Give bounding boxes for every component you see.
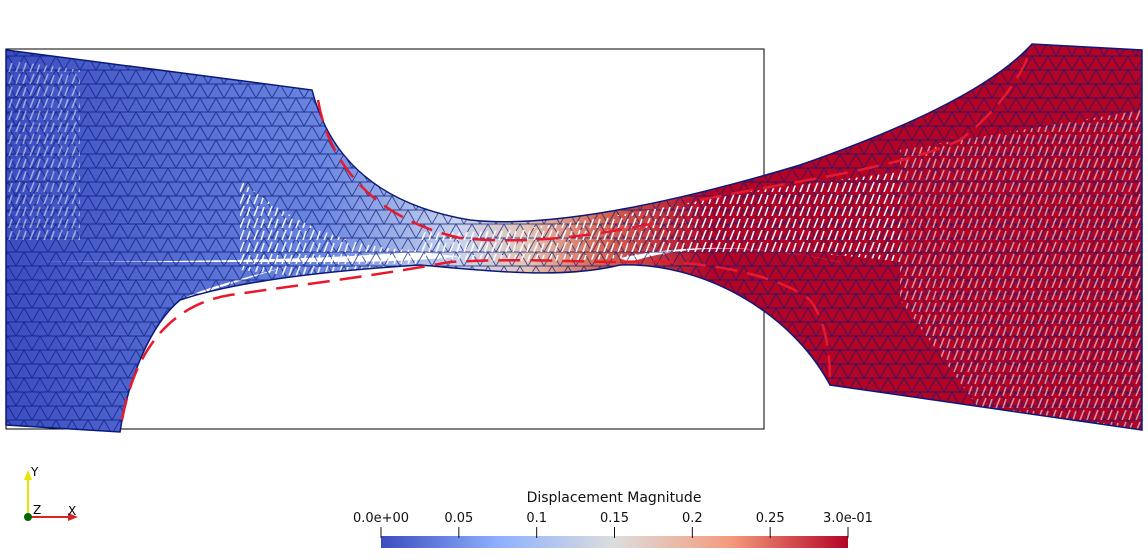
interface-lines (120, 49, 1032, 421)
crack-zone-right (900, 110, 1142, 430)
y-axis-label: Y (30, 465, 39, 479)
interface-upper-right (699, 49, 1032, 202)
x-axis-label: X (68, 504, 76, 518)
deformed-mesh[interactable] (5, 43, 1143, 433)
colorbar-tick-label: 0.2 (682, 511, 703, 526)
deformed-outline (5, 43, 1143, 433)
interface-upper-left (316, 99, 661, 242)
z-axis-dot (24, 513, 32, 521)
colorbar-title: Displacement Magnitude (527, 490, 702, 506)
colorbar-tick-label: 3.0e-01 (823, 511, 873, 526)
colorbar-tick-label: 0.25 (756, 511, 785, 526)
crack-zone-upper (240, 180, 420, 282)
colorbar-gradient (381, 536, 848, 548)
y-axis-arrow (24, 470, 32, 480)
colorbar-tick-label: 0.1 (526, 511, 547, 526)
interface-lower-left (120, 258, 621, 421)
crack-zone-ligament (420, 172, 900, 262)
z-axis-label: Z (33, 503, 41, 517)
colorbar-tick-label: 0.15 (600, 511, 629, 526)
colorbar-tick-label: 0.05 (444, 511, 473, 526)
x-axis-arrow (68, 513, 78, 521)
colorbar-tick-label: 0.0e+00 (353, 511, 409, 526)
orientation-axes: Y Z X (24, 465, 78, 521)
colorbar-legend[interactable]: Displacement Magnitude 0.0e+00 0.05 0.1 0.1… (353, 490, 873, 548)
crack-zone-left (6, 60, 80, 240)
colorbar-ticks: 0.0e+00 0.05 0.1 0.15 0.2 0.25 3.0e-01 (353, 511, 873, 538)
